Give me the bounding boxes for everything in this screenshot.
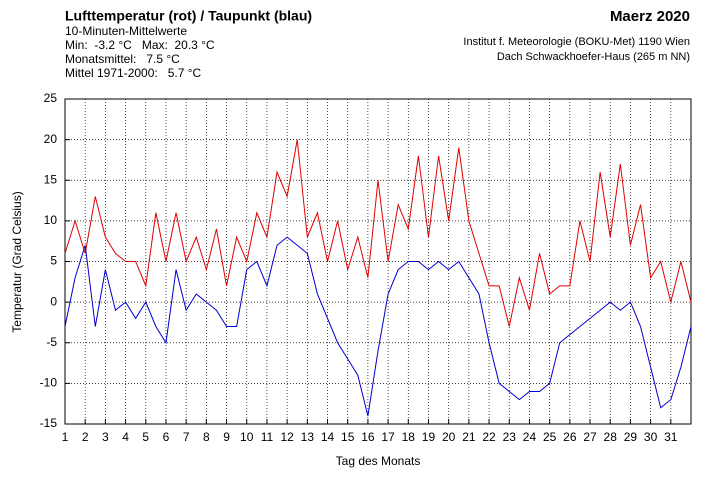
x-tick-label: 6 <box>163 430 170 444</box>
x-tick-label: 11 <box>261 430 274 444</box>
y-axis-label: Temperatur (Grad Celsius) <box>10 191 24 332</box>
y-tick-label: 10 <box>44 213 58 227</box>
x-tick-label: 25 <box>543 430 557 444</box>
x-tick-label: 9 <box>223 430 230 444</box>
x-tick-label: 31 <box>664 430 678 444</box>
x-tick-label: 22 <box>482 430 496 444</box>
y-tick-label: -10 <box>40 376 58 390</box>
subtitle: 10-Minuten-Mittelwerte <box>65 24 187 38</box>
x-tick-label: 13 <box>301 430 315 444</box>
x-tick-label: 27 <box>583 430 597 444</box>
stat: Monatsmittel: 7.5 °C <box>65 52 180 66</box>
chart-title: Lufttemperatur (rot) / Taupunkt (blau) <box>65 8 312 24</box>
stat: Min: -3.2 °C Max: 20.3 °C <box>65 38 215 52</box>
x-tick-label: 12 <box>280 430 294 444</box>
x-tick-label: 15 <box>341 430 355 444</box>
source: Institut f. Meteorologie (BOKU-Met) 1190… <box>463 36 690 48</box>
x-tick-label: 28 <box>604 430 618 444</box>
x-tick-label: 8 <box>203 430 210 444</box>
period: Maerz 2020 <box>610 8 690 25</box>
y-tick-label: 15 <box>44 172 58 186</box>
x-tick-label: 19 <box>422 430 436 444</box>
x-tick-label: 29 <box>624 430 638 444</box>
x-tick-label: 5 <box>142 430 149 444</box>
y-tick-label: 5 <box>50 254 57 268</box>
temperature-line <box>64 236 692 416</box>
x-tick-label: 14 <box>321 430 335 444</box>
y-tick-label: -15 <box>40 416 58 430</box>
x-tick-label: 7 <box>183 430 190 444</box>
x-tick-label: 24 <box>523 430 537 444</box>
y-tick-label: -5 <box>46 335 57 349</box>
x-tick-label: 23 <box>503 430 517 444</box>
x-tick-label: 1 <box>62 430 69 444</box>
source: Dach Schwackhoefer-Haus (265 m NN) <box>497 51 690 63</box>
x-tick-label: 20 <box>442 430 456 444</box>
y-tick-label: 0 <box>50 294 57 308</box>
y-tick-label: 25 <box>44 91 58 105</box>
x-tick-label: 21 <box>462 430 476 444</box>
x-tick-label: 2 <box>82 430 89 444</box>
x-tick-label: 26 <box>563 430 577 444</box>
stat: Mittel 1971-2000: 5.7 °C <box>65 66 202 80</box>
x-tick-label: 10 <box>240 430 254 444</box>
x-axis-label: Tag des Monats <box>336 454 421 468</box>
y-tick-label: 20 <box>44 132 58 146</box>
x-tick-label: 4 <box>122 430 129 444</box>
x-tick-label: 30 <box>644 430 658 444</box>
x-tick-label: 3 <box>102 430 109 444</box>
x-tick-label: 17 <box>381 430 395 444</box>
x-tick-label: 16 <box>361 430 375 444</box>
temperature-line <box>64 139 692 327</box>
x-tick-label: 18 <box>402 430 416 444</box>
